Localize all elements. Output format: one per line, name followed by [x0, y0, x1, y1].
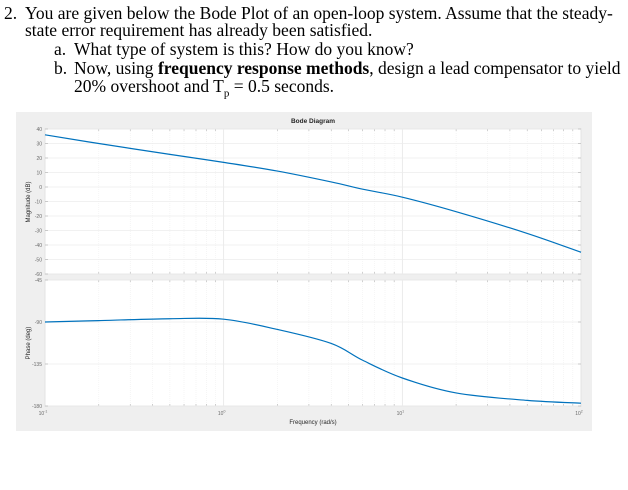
- part-b-bold: frequency response methods: [157, 58, 370, 78]
- intro-line-1: You are given below the Bode Plot of an …: [25, 3, 613, 23]
- part-a-label: a.: [54, 39, 67, 59]
- phase-axes: -45 -90 -135 -180: [32, 278, 582, 410]
- spec-pre: 20% overshoot and T: [74, 76, 224, 96]
- y-tick-label: -60: [35, 272, 42, 278]
- intro-line-2: state error requirement has already been…: [25, 20, 373, 40]
- spec-sub: p: [223, 87, 230, 100]
- part-b-text: Now, using frequency response methods, d…: [74, 59, 621, 78]
- spec-post: = 0.5 seconds.: [229, 76, 335, 96]
- magnitude-axes: 40 30 20 10 0 -10 -20 -30 -40 -50 -60: [35, 127, 582, 278]
- y-tick-label: -10: [35, 200, 42, 206]
- x-axis-label: Frequency (rad/s): [289, 420, 336, 426]
- x-tick-label: 10-1: [39, 410, 48, 418]
- part-b-line2: 20% overshoot and Tp = 0.5 seconds.: [74, 77, 334, 104]
- phase-curve: [44, 317, 582, 404]
- x-tick-label: 100: [218, 410, 226, 418]
- y-tick-label: -40: [35, 243, 42, 249]
- x-tick-labels: 10-1 100 101 102: [39, 410, 583, 418]
- y-tick-label: 20: [36, 156, 42, 162]
- part-b-post: , design a lead compensator to yield: [369, 58, 621, 78]
- magnitude-axis-label: Magnitude (dB): [26, 181, 32, 222]
- y-tick-label: 10: [36, 171, 42, 177]
- y-tick-label: -180: [32, 404, 42, 410]
- y-tick-label: -50: [35, 258, 42, 264]
- x-tick-label: 101: [397, 410, 405, 418]
- part-b-pre: Now, using: [74, 58, 158, 78]
- y-tick-label: -90: [35, 320, 42, 326]
- y-tick-label: 30: [36, 142, 42, 148]
- x-tick-label: 102: [575, 410, 583, 418]
- part-b-label: b.: [54, 58, 68, 78]
- problem-number: 2.: [4, 3, 18, 23]
- y-tick-label: -135: [32, 362, 42, 368]
- phase-axis-label: Phase (deg): [26, 327, 32, 360]
- y-tick-label: -45: [35, 278, 42, 284]
- bode-figure: Bode Diagram 40 30 20 10 0 -10 -20 -30 -40 -50 -60…: [16, 112, 592, 431]
- magnitude-curve: [44, 134, 582, 253]
- part-a-text: What type of system is this? How do you …: [74, 39, 414, 59]
- y-tick-label: -30: [35, 229, 42, 235]
- bode-plot: Bode Diagram 403020100-10-20-30-40-50-60…: [26, 118, 583, 426]
- y-tick-label: 0: [39, 185, 42, 191]
- y-tick-label: -20: [35, 214, 42, 220]
- y-tick-label: 40: [36, 127, 42, 133]
- chart-title: Bode Diagram: [291, 118, 335, 125]
